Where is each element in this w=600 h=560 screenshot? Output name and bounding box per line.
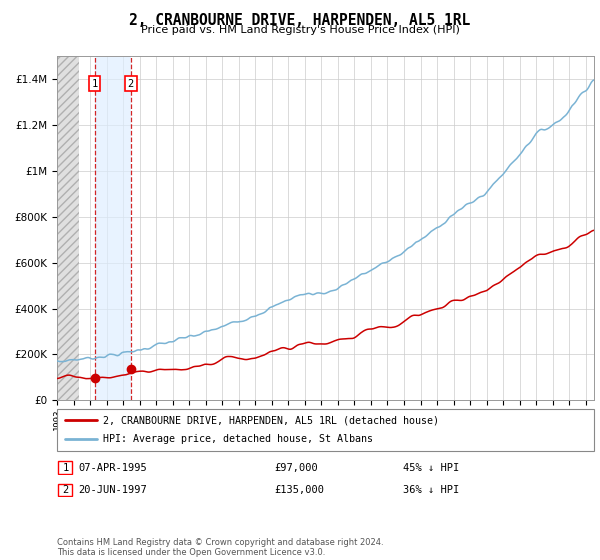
Bar	[95, 56, 131, 400]
FancyBboxPatch shape	[58, 461, 73, 474]
FancyBboxPatch shape	[58, 484, 73, 496]
FancyBboxPatch shape	[57, 409, 594, 451]
Text: 2: 2	[62, 485, 68, 495]
Text: 07-APR-1995: 07-APR-1995	[78, 463, 147, 473]
Text: £97,000: £97,000	[274, 463, 318, 473]
Text: 1: 1	[91, 78, 98, 88]
Text: 2, CRANBOURNE DRIVE, HARPENDEN, AL5 1RL (detached house): 2, CRANBOURNE DRIVE, HARPENDEN, AL5 1RL …	[103, 415, 439, 425]
Text: HPI: Average price, detached house, St Albans: HPI: Average price, detached house, St A…	[103, 435, 373, 445]
Text: Contains HM Land Registry data © Crown copyright and database right 2024.
This d: Contains HM Land Registry data © Crown c…	[57, 538, 383, 557]
Text: 45% ↓ HPI: 45% ↓ HPI	[403, 463, 460, 473]
Text: £135,000: £135,000	[274, 485, 324, 495]
Text: 2, CRANBOURNE DRIVE, HARPENDEN, AL5 1RL: 2, CRANBOURNE DRIVE, HARPENDEN, AL5 1RL	[130, 13, 470, 28]
Text: 1: 1	[62, 463, 68, 473]
Text: 36% ↓ HPI: 36% ↓ HPI	[403, 485, 460, 495]
Text: 20-JUN-1997: 20-JUN-1997	[78, 485, 147, 495]
Text: 2: 2	[128, 78, 134, 88]
Bar	[57, 56, 79, 400]
Text: Price paid vs. HM Land Registry's House Price Index (HPI): Price paid vs. HM Land Registry's House …	[140, 25, 460, 35]
